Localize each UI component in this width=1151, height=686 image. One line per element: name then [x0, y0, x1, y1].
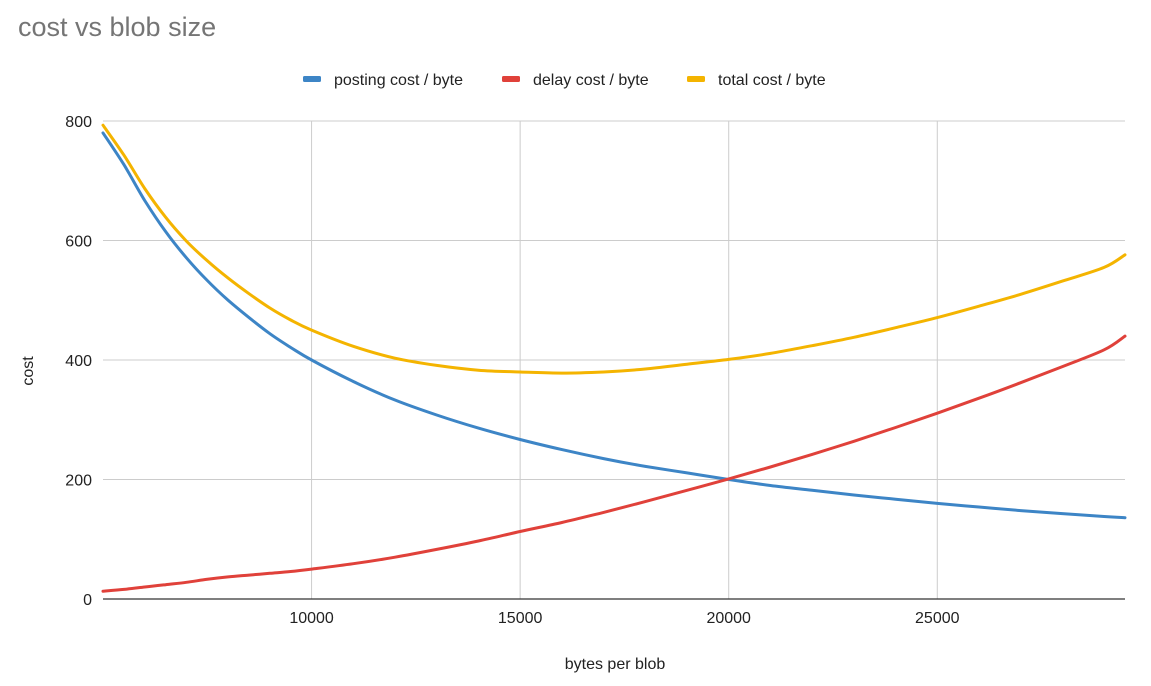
- legend-label-delay-cost: delay cost / byte: [533, 72, 649, 89]
- y-tick-label: 400: [65, 353, 92, 370]
- legend-swatch-total-cost: [687, 76, 705, 82]
- series-line-delay-cost: [101, 334, 1127, 593]
- series-line-posting-cost: [101, 131, 1127, 520]
- legend-swatch-delay-cost: [502, 76, 520, 82]
- x-axis-title: bytes per blob: [565, 656, 666, 673]
- y-axis-title: cost: [20, 356, 37, 386]
- legend-swatch-posting-cost: [303, 76, 321, 82]
- x-tick-label: 25000: [915, 610, 960, 627]
- x-tick-label: 20000: [706, 610, 751, 627]
- y-tick-label: 200: [65, 473, 92, 490]
- legend-label-posting-cost: posting cost / byte: [334, 72, 463, 89]
- x-tick-label: 10000: [289, 610, 334, 627]
- y-tick-label: 0: [83, 592, 92, 609]
- chart-title: cost vs blob size: [18, 12, 217, 42]
- y-tick-label: 800: [65, 114, 92, 131]
- x-tick-label: 15000: [498, 610, 543, 627]
- legend-label-total-cost: total cost / byte: [718, 72, 826, 89]
- y-tick-label: 600: [65, 234, 92, 251]
- series-line-total-cost: [101, 123, 1127, 375]
